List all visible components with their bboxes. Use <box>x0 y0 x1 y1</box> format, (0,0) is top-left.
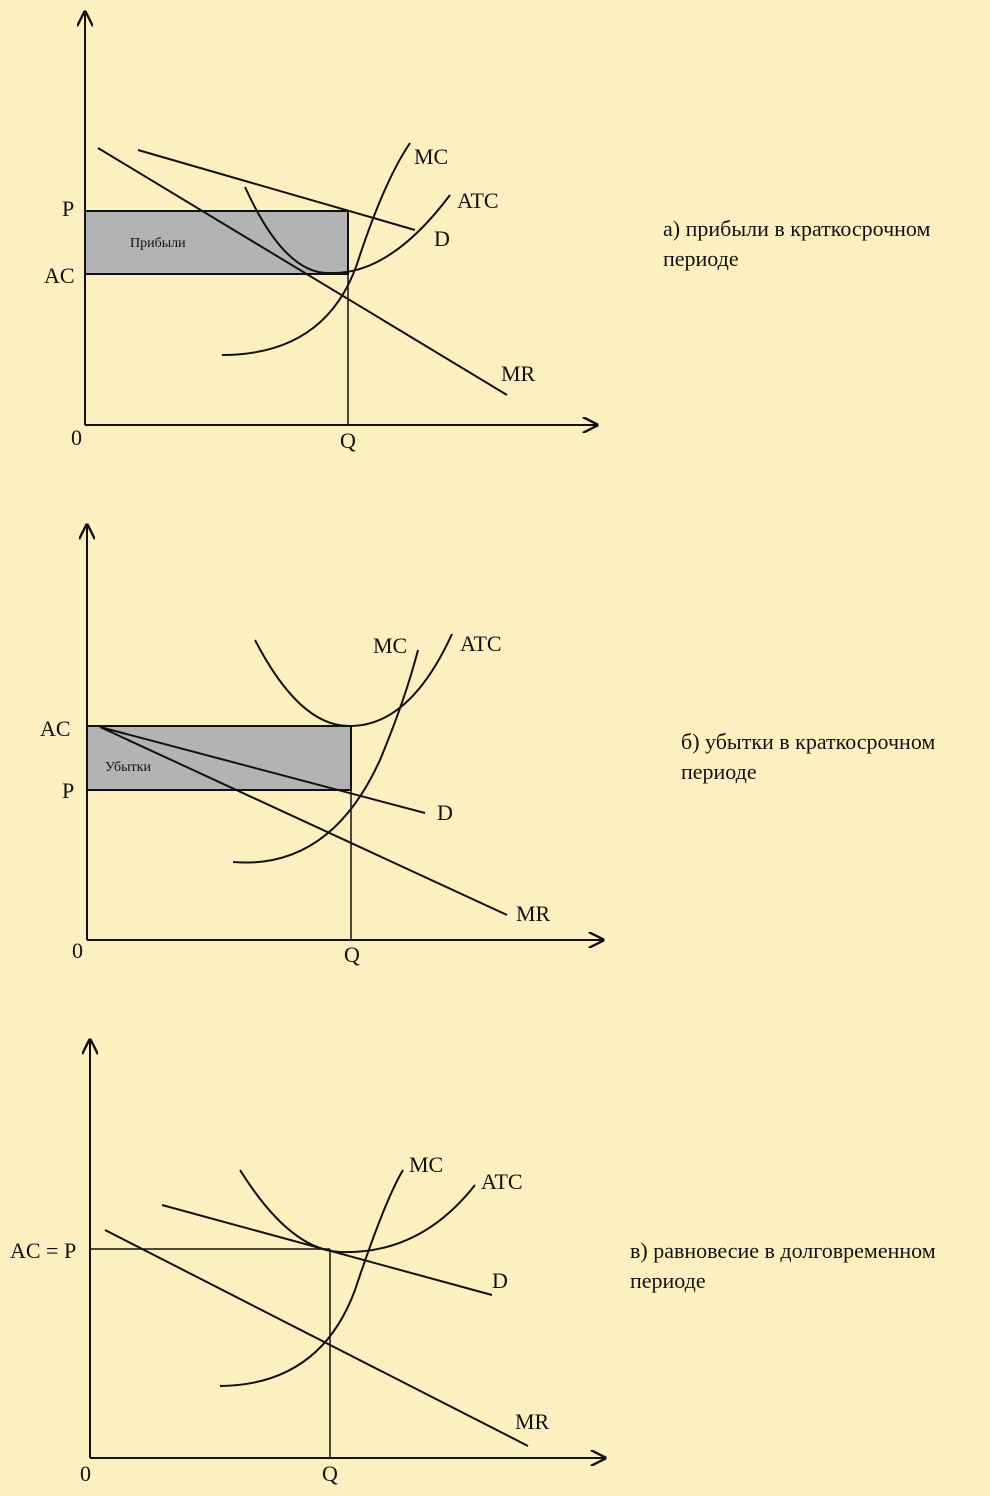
mc-label: MC <box>409 1152 443 1177</box>
mc-label: MC <box>373 633 407 658</box>
mr-label: MR <box>516 901 551 926</box>
caption: периоде <box>663 246 739 271</box>
area-label: Прибыли <box>130 236 186 251</box>
mc-curve <box>219 1169 404 1387</box>
mr-label: MR <box>515 1409 550 1434</box>
atc-curve <box>239 1169 476 1254</box>
mr-line <box>104 1229 529 1447</box>
p-label: P <box>62 778 74 803</box>
area-label: Убытки <box>105 760 151 775</box>
atc-curve <box>244 186 451 275</box>
atc-label: ATC <box>457 188 499 213</box>
panel-a: P AC Прибыли MC ATC D MR 0 Q а) прибыли … <box>44 12 930 453</box>
d-label: D <box>492 1268 508 1293</box>
panel-b: AC P Убытки MC ATC D MR 0 Q б) убытки в … <box>40 525 935 967</box>
caption: б) убытки в краткосрочном <box>681 729 935 754</box>
d-label: D <box>434 226 450 251</box>
origin-label: 0 <box>80 1461 91 1486</box>
mc-curve <box>221 142 411 356</box>
demand-line <box>137 149 416 231</box>
origin-label: 0 <box>71 425 82 450</box>
d-label: D <box>437 800 453 825</box>
q-label: Q <box>340 428 356 453</box>
mc-curve <box>232 649 419 864</box>
mr-line <box>99 726 508 916</box>
atc-label: ATC <box>481 1169 523 1194</box>
q-label: Q <box>322 1461 338 1486</box>
atc-label: ATC <box>460 631 502 656</box>
caption: периоде <box>630 1268 706 1293</box>
profit-area <box>84 210 349 275</box>
q-label: Q <box>344 942 360 967</box>
caption: периоде <box>681 759 757 784</box>
ac-label: AC <box>44 263 75 288</box>
panel-c: AC = P MC ATC D MR 0 Q в) равновесие в д… <box>10 1040 936 1486</box>
demand-line <box>99 726 426 814</box>
caption: а) прибыли в краткосрочном <box>663 216 930 241</box>
mc-label: MC <box>414 144 448 169</box>
origin-label: 0 <box>72 938 83 963</box>
caption: в) равновесие в долговременном <box>630 1238 936 1263</box>
acp-label: AC = P <box>10 1238 76 1263</box>
atc-curve <box>254 633 453 728</box>
mr-line <box>97 147 508 396</box>
p-label: P <box>62 196 74 221</box>
mr-label: MR <box>501 361 536 386</box>
ac-label: AC <box>40 716 71 741</box>
